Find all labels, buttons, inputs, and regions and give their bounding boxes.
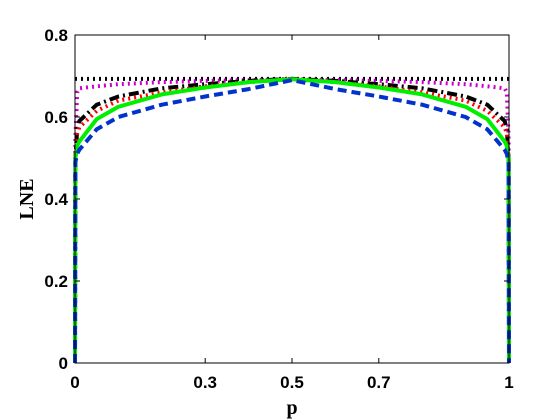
y-axis-label: LNE: [16, 178, 38, 219]
series-layer: [73, 76, 511, 364]
x-tick-label: 0: [70, 373, 79, 392]
series-line-5: [73, 77, 511, 364]
series-line-6: [73, 78, 511, 364]
x-tick-label: 0.5: [280, 373, 304, 392]
x-tick-label: 1: [504, 373, 513, 392]
y-tick-label: 0.2: [44, 272, 68, 291]
y-tick-label: 0: [59, 354, 68, 373]
tick-layer: 0 0.3 0.5 0.7 1 0 0.2 0.4 0.6 0.8: [44, 26, 513, 392]
y-tick-label: 0.4: [44, 190, 68, 209]
x-tick-label: 0.3: [193, 373, 217, 392]
x-axis-label: p: [286, 397, 297, 419]
y-tick-label: 0.6: [44, 108, 68, 127]
y-tick-label: 0.8: [44, 26, 68, 45]
x-tick-label: 0.7: [367, 373, 391, 392]
